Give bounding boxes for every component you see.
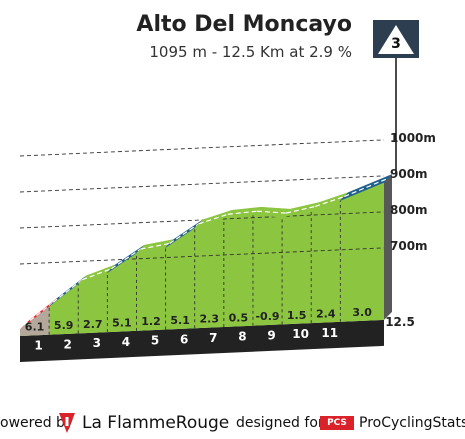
elevation-gridline <box>19 211 385 229</box>
elevation-gridline <box>19 247 385 265</box>
km-label: 11 <box>321 326 338 340</box>
last-km-label: 12.5 <box>385 315 415 329</box>
segment-centerline <box>285 205 316 214</box>
climb-title: Alto Del Moncayo <box>136 12 352 37</box>
gradient-label: 3.0 <box>352 306 372 319</box>
procyclingstats-brand: ProCyclingStats <box>359 415 465 431</box>
segment-centerline <box>169 223 200 244</box>
flamme-rouge-logo-icon <box>59 413 75 433</box>
km-label: 3 <box>93 336 101 350</box>
footer: owered by La FlammeRouge designed for PC… <box>0 412 465 436</box>
profile-start-edge <box>20 321 28 336</box>
segment-centerline <box>23 301 54 326</box>
km-label: 7 <box>209 331 217 345</box>
gradient-label: 2.3 <box>200 313 220 326</box>
gradient-label: 2.4 <box>316 307 336 320</box>
segment-centerline <box>315 195 345 208</box>
gradient-label: 1.2 <box>141 315 161 328</box>
category-number: 3 <box>391 36 401 52</box>
elevation-tick-label: 1000m <box>390 131 436 145</box>
gradient-label: 6.1 <box>25 320 45 333</box>
elevation-tick-label: 700m <box>390 239 428 253</box>
gradient-label: 1.5 <box>287 309 307 322</box>
climb-subtitle: 1095 m - 12.5 Km at 2.9 % <box>149 43 352 61</box>
gradient-label: 5.1 <box>112 316 132 329</box>
km-label: 2 <box>64 337 72 351</box>
segment-centerline <box>52 279 83 303</box>
flamme-rouge-brand: La FlammeRouge <box>82 413 230 433</box>
km-label: 8 <box>238 330 246 344</box>
segment-centerline <box>82 268 112 281</box>
designed-for-label: designed for <box>236 415 324 431</box>
powered-by-label: owered by <box>0 415 74 431</box>
segment-centerline <box>256 210 287 214</box>
segment-centerline <box>140 242 170 250</box>
km-label: 6 <box>180 332 188 346</box>
gradient-label: 0.5 <box>229 311 249 324</box>
gradient-label: -0.9 <box>255 310 279 323</box>
km-label: 10 <box>292 327 309 341</box>
profile-base-band <box>20 319 384 362</box>
segment-centerline <box>227 210 258 215</box>
segment-centerline <box>198 213 229 225</box>
profile-end-face <box>384 174 392 320</box>
gradient-label: 5.1 <box>170 314 190 327</box>
mountain-icon <box>378 25 414 54</box>
km-label: 1 <box>34 339 42 353</box>
pcs-logo-icon: PCS <box>320 416 354 430</box>
gradient-label: 5.9 <box>54 319 74 332</box>
elevation-tick-label: 800m <box>390 203 428 217</box>
profile-front-wall <box>20 182 384 336</box>
km-label: 5 <box>151 334 159 348</box>
km-label: 4 <box>122 335 130 349</box>
elevation-gridline <box>19 139 385 157</box>
gradient-label: 2.7 <box>83 318 103 331</box>
elevation-gridline <box>19 175 385 193</box>
segment-centerline <box>111 248 141 270</box>
km-label: 9 <box>267 328 275 342</box>
elevation-tick-label: 900m <box>390 167 428 181</box>
